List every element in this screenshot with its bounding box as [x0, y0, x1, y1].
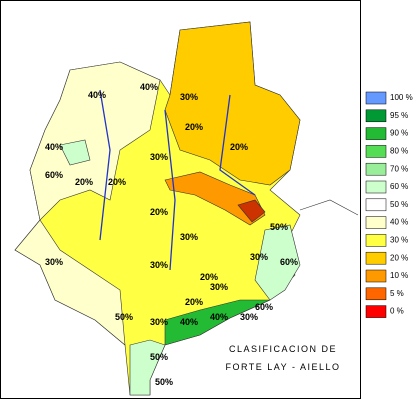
caption-line: FORTE LAY - AIELLO	[225, 362, 340, 372]
contour-label: 30%	[240, 312, 258, 322]
legend-swatch	[365, 198, 387, 212]
legend-label: 40 %	[390, 218, 408, 227]
contour-label: 30%	[150, 260, 168, 270]
contour-label: 40%	[140, 82, 158, 92]
contour-label: 40%	[210, 312, 228, 322]
contour-labels: 40%30%40%60%40%30%20% 20%30%20%20%20%30%2…	[45, 82, 298, 387]
legend-label: 5 %	[390, 289, 404, 298]
contour-label: 50%	[150, 352, 168, 362]
legend-label: 30 %	[390, 236, 408, 245]
region-dry	[164, 171, 266, 226]
contour-label: 20%	[150, 207, 168, 217]
legend-swatch	[365, 162, 387, 176]
contour-label: 20%	[185, 297, 203, 307]
contour-label: 30%	[250, 252, 268, 262]
contour-label: 60%	[45, 170, 63, 180]
legend-label: 20 %	[390, 253, 408, 262]
legend-label: 100 %	[390, 93, 413, 102]
contour-label: 20%	[185, 122, 203, 132]
legend-swatch	[365, 305, 387, 318]
contour-label: 20%	[75, 177, 93, 187]
contour-label: 60%	[255, 302, 273, 312]
legend-swatch	[365, 91, 387, 105]
legend-swatch	[365, 109, 387, 123]
legend-label: 90 %	[390, 129, 408, 138]
contour-label: 60%	[280, 257, 298, 267]
legend-swatch	[365, 251, 387, 265]
contour-label: 40%	[180, 317, 198, 327]
region-humid-spot	[59, 139, 91, 166]
region-southwest	[14, 219, 126, 346]
legend-label: 10 %	[390, 271, 408, 280]
contour-label: 40%	[88, 90, 106, 100]
legend-swatch	[365, 127, 387, 140]
caption-line: CLASIFICACION DE	[229, 344, 337, 354]
legend-swatch	[365, 269, 387, 283]
legend-label: 50 %	[390, 200, 408, 209]
contour-label: 20%	[200, 272, 218, 282]
coastline	[299, 199, 359, 216]
region-wet	[164, 299, 271, 346]
legend-swatch	[365, 234, 387, 247]
legend-swatch	[365, 180, 387, 194]
map-regions	[14, 21, 301, 396]
legend-label: 95 %	[390, 111, 408, 120]
contour-label: 40%	[45, 142, 63, 152]
region-very-dry	[237, 199, 266, 223]
contour-label: 30%	[150, 317, 168, 327]
region-south	[129, 339, 166, 396]
rivers	[99, 89, 256, 271]
legend-swatch	[365, 216, 387, 229]
region-coast	[254, 224, 301, 301]
contour-label: 30%	[180, 232, 198, 242]
legend-swatch	[365, 145, 387, 158]
contour-label: 20%	[230, 142, 248, 152]
legend-swatch	[365, 287, 387, 301]
region-west	[29, 61, 161, 221]
legend-label: 0 %	[390, 307, 404, 316]
contour-label: 30%	[45, 257, 63, 267]
legend: 100 % 95 % 90 % 80 % 70 % 60 % 50 % 40 % 30 % 20 …	[365, 91, 413, 318]
contour-label: 30%	[150, 152, 168, 162]
contour-label: 50%	[115, 312, 133, 322]
contour-label: 50%	[155, 377, 173, 387]
contour-label: 30%	[210, 282, 228, 292]
legend-label: 70 %	[390, 164, 408, 173]
legend-label: 80 %	[390, 147, 408, 156]
contour-label: 30%	[180, 92, 198, 102]
legend-label: 60 %	[390, 182, 408, 191]
contour-label: 50%	[270, 222, 288, 232]
contour-label: 20%	[108, 177, 126, 187]
